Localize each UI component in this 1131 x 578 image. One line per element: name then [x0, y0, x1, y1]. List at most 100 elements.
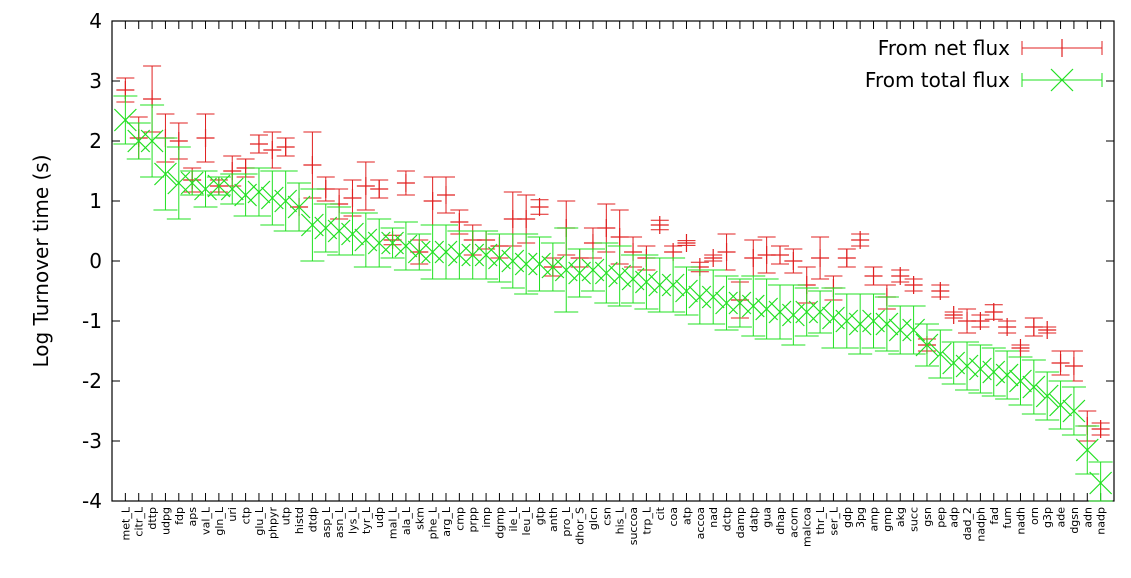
point-marker [621, 267, 645, 291]
data-point [794, 287, 819, 337]
data-point [784, 248, 803, 274]
data-point [971, 312, 990, 330]
data-point [811, 236, 830, 280]
data-point [1064, 350, 1083, 382]
data-point [771, 245, 789, 265]
x-tick-label: citr_L [133, 506, 146, 536]
data-point [233, 173, 258, 217]
x-tick-label: phpyr [266, 507, 279, 539]
point-marker [1049, 393, 1072, 417]
x-tick-label: gtp [534, 507, 547, 525]
x-tick-label: accoa [694, 507, 707, 539]
point-marker [808, 300, 832, 324]
point-marker [314, 216, 338, 240]
point-marker [768, 300, 792, 324]
x-tick-label: tyr_L [360, 506, 373, 534]
data-point [888, 305, 913, 355]
data-point [864, 266, 883, 286]
data-point [367, 218, 392, 268]
point-marker [688, 285, 712, 309]
point-marker [795, 300, 819, 324]
y-tick-label: 3 [89, 69, 102, 93]
data-point [968, 344, 993, 394]
x-tick-label: pro_L [560, 506, 573, 536]
point-marker [327, 219, 351, 243]
point-marker [220, 177, 244, 201]
point-marker [434, 240, 458, 264]
point-marker [341, 222, 364, 246]
data-point [768, 284, 792, 340]
data-point [874, 296, 899, 352]
point-marker [287, 195, 311, 219]
point-marker [180, 171, 204, 195]
point-marker [488, 246, 511, 270]
data-point [353, 212, 378, 268]
point-marker [514, 252, 538, 276]
point-marker [594, 261, 618, 285]
data-point [848, 293, 873, 355]
x-tick-label: cmp [453, 507, 466, 531]
data-point [607, 245, 632, 307]
point-marker [755, 297, 779, 321]
point-marker [728, 291, 752, 315]
data-point [396, 170, 415, 196]
point-marker [995, 363, 1019, 387]
data-point [530, 198, 549, 216]
data-point [500, 233, 525, 289]
data-point [1061, 386, 1086, 436]
data-point [650, 216, 669, 234]
point-marker [568, 261, 592, 285]
x-tick-label: nad [707, 507, 720, 528]
legend-item: From total flux [865, 68, 1103, 92]
point-marker [247, 180, 271, 204]
data-point [955, 341, 980, 391]
x-tick-label: leu_L [520, 506, 533, 535]
x-tick-label: nadh [1014, 507, 1027, 535]
point-marker [1009, 369, 1032, 393]
x-tick-label: utp [280, 507, 293, 525]
x-tick-label: orn [1028, 507, 1041, 525]
x-tick-label: dttp [146, 507, 159, 530]
data-point [851, 231, 870, 249]
point-marker [154, 162, 177, 186]
point-marker [715, 291, 738, 315]
x-tick-label: uri [226, 507, 239, 522]
x-tick-label: ile_L [507, 506, 520, 531]
data-point [460, 230, 485, 280]
x-tick-label: akg [894, 507, 907, 527]
x-tick-label: val_L [200, 506, 213, 535]
point-marker [862, 309, 885, 333]
data-point [540, 242, 565, 292]
x-tick-label: phe_L [427, 506, 440, 539]
data-point [904, 276, 923, 294]
point-marker [207, 174, 231, 198]
x-tick-label: met_L [119, 506, 132, 540]
data-point [661, 257, 686, 313]
data-point [677, 234, 696, 252]
data-point [113, 95, 138, 145]
data-point [981, 347, 1006, 397]
x-tick-label: acorn [787, 507, 800, 538]
data-point [393, 221, 418, 271]
x-tick-label: datp [747, 507, 760, 532]
point-marker [888, 318, 912, 342]
data-point [821, 287, 846, 349]
data-point [781, 284, 806, 346]
data-point [1051, 350, 1070, 376]
data-point [126, 122, 151, 160]
x-tick-label: dhap [774, 507, 787, 535]
x-tick-label: thr_L [814, 506, 827, 534]
data-point [437, 176, 455, 214]
data-point [1011, 339, 1030, 357]
data-point [914, 323, 939, 367]
legend-label: From net flux [878, 36, 1010, 60]
plot-frame [111, 20, 1115, 502]
data-point [1035, 371, 1060, 421]
x-tick-label: pep [934, 507, 947, 528]
data-point [837, 248, 856, 268]
x-tick-label: atp [680, 507, 693, 525]
point-marker [875, 312, 899, 336]
data-point [554, 227, 579, 313]
data-point [594, 242, 619, 304]
x-tick-label: gdp [841, 507, 854, 528]
